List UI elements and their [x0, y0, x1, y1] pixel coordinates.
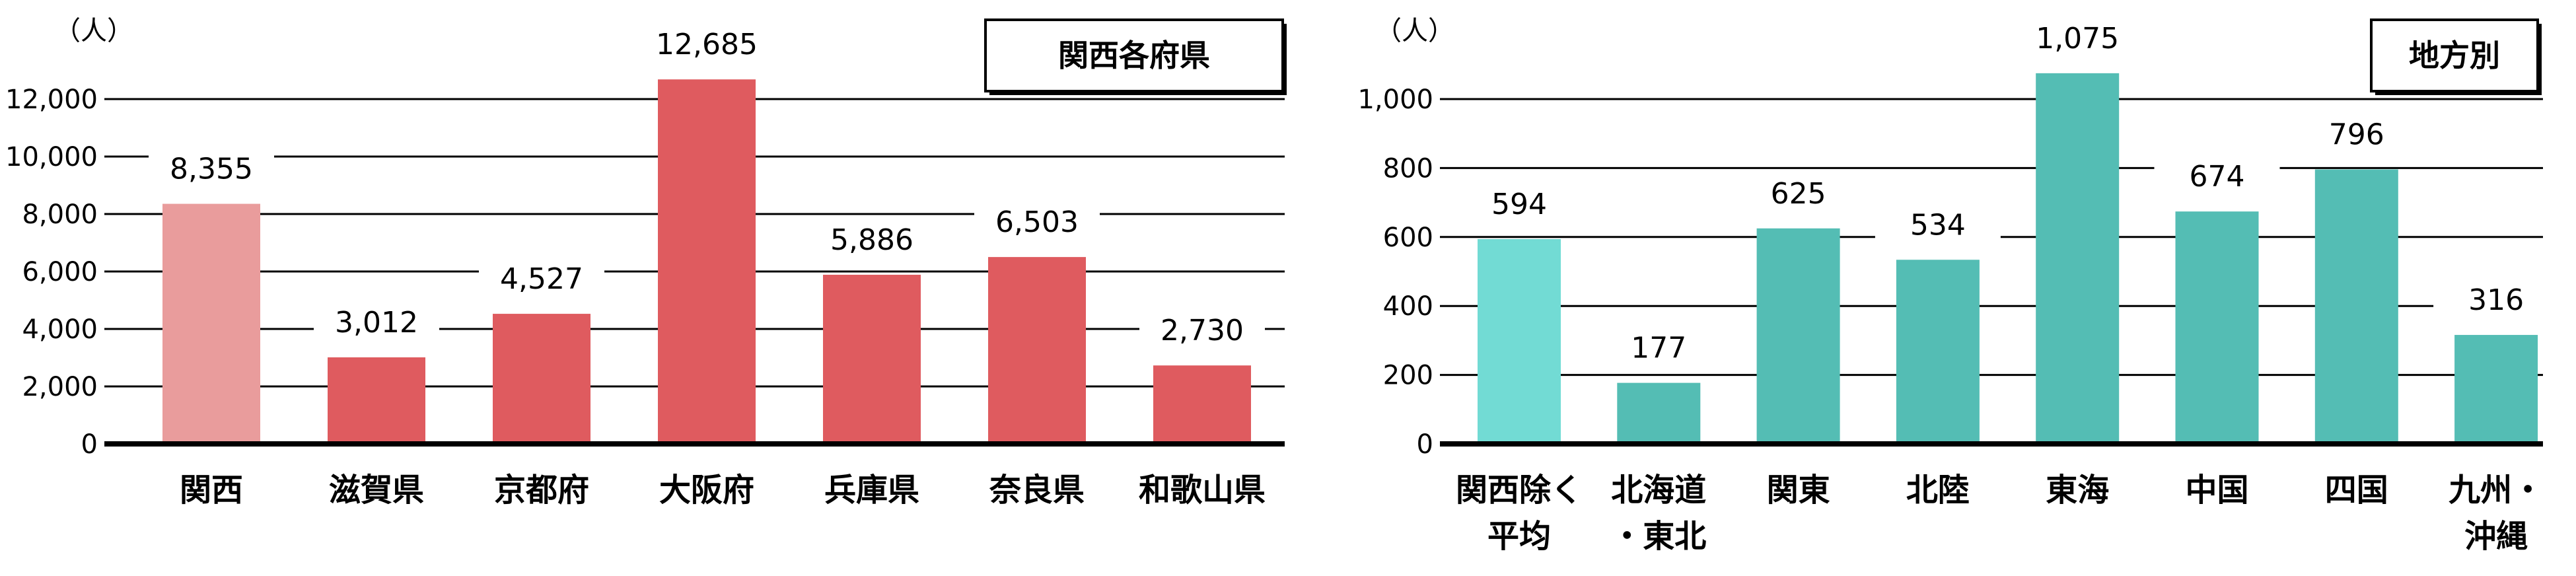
category-label: 東海: [2046, 472, 2109, 509]
data-label: 594: [1491, 188, 1547, 221]
y-tick-label: 0: [81, 429, 98, 460]
bar: [1153, 365, 1251, 444]
category-label: 兵庫県: [824, 472, 919, 509]
data-label: 534: [1910, 208, 1966, 242]
data-label-background: [644, 25, 769, 64]
category-label: 大阪府: [659, 472, 754, 509]
data-label: 8,355: [170, 153, 253, 186]
data-label-background: [1875, 205, 2001, 244]
y-tick-label: 12,000: [5, 85, 98, 115]
bar: [988, 257, 1086, 444]
category-label: 北陸: [1906, 472, 1970, 509]
category-label: 平均: [1487, 518, 1551, 555]
y-tick-label: 600: [1383, 223, 1433, 253]
y-unit-label: （人）: [1375, 16, 1454, 46]
category-label: 関西: [180, 472, 243, 509]
data-label: 674: [2190, 160, 2245, 194]
y-tick-label: 2,000: [22, 372, 98, 402]
y-tick-label: 0: [1417, 429, 1433, 460]
data-label-background: [1456, 184, 1582, 223]
data-label: 12,685: [656, 28, 758, 61]
y-tick-label: 1,000: [1357, 85, 1433, 115]
bar: [1756, 228, 1840, 444]
bar: [328, 357, 425, 444]
category-label: 関西除く: [1456, 472, 1583, 509]
chart-title: 地方別: [2409, 38, 2500, 73]
data-label: 6,503: [995, 205, 1079, 239]
data-label-background: [479, 260, 604, 299]
bar: [823, 274, 921, 444]
title-box: [984, 18, 1284, 92]
data-label: 625: [1771, 177, 1826, 211]
category-label: 沖縄: [2464, 518, 2528, 555]
data-label: 796: [2329, 118, 2384, 151]
data-label-background: [1735, 174, 1861, 213]
data-label: 177: [1631, 332, 1686, 365]
category-label: 和歌山県: [1139, 472, 1266, 509]
bar: [493, 314, 590, 444]
y-tick-label: 400: [1383, 291, 1433, 322]
bar: [1478, 238, 1561, 444]
y-tick-label: 4,000: [22, 314, 98, 345]
data-label: 3,012: [335, 306, 418, 340]
data-label-background: [314, 303, 439, 342]
bar: [1896, 260, 1980, 444]
chart-title: 関西各府県: [1058, 38, 1210, 73]
category-label: 京都府: [494, 472, 589, 509]
category-label: 奈良県: [989, 472, 1085, 509]
data-label-background: [149, 149, 274, 188]
category-label: 九州・: [2449, 472, 2544, 509]
bar: [1617, 382, 1701, 444]
data-label-background: [1139, 311, 1265, 350]
title-box: [2370, 18, 2539, 92]
y-tick-label: 6,000: [22, 257, 98, 287]
y-tick-label: 10,000: [5, 142, 98, 172]
y-unit-label: （人）: [54, 16, 133, 46]
category-label: 中国: [2185, 472, 2248, 509]
data-label-background: [2015, 18, 2141, 57]
data-label-background: [1596, 328, 1722, 367]
category-label: ・東北: [1611, 518, 1706, 555]
data-label: 1,075: [2036, 22, 2119, 55]
category-label: 滋賀県: [329, 472, 424, 509]
data-label: 5,886: [830, 223, 913, 257]
data-label-background: [2154, 157, 2280, 196]
bar: [658, 79, 756, 444]
y-tick-label: 800: [1383, 153, 1433, 184]
category-label: 関東: [1767, 472, 1830, 509]
data-label: 2,730: [1161, 314, 1244, 347]
category-label: 四国: [2325, 472, 2388, 509]
data-label-background: [2433, 281, 2559, 320]
bar: [2036, 73, 2120, 445]
bar: [162, 203, 260, 444]
data-label-background: [2293, 115, 2419, 154]
chart-1: 0 2,000 4,000 6,000 8,000 10,000 12,000 （人） 8,35…: [5, 16, 1287, 509]
data-label-background: [809, 220, 935, 259]
bar: [2175, 211, 2259, 444]
y-tick-label: 8,000: [22, 199, 98, 230]
data-label-background: [974, 203, 1100, 242]
y-tick-label: 200: [1383, 361, 1433, 391]
data-label: 316: [2468, 283, 2524, 317]
bar: [2454, 335, 2538, 444]
bar: [2314, 169, 2398, 444]
category-label: 北海道: [1611, 472, 1706, 509]
data-label: 4,527: [500, 262, 583, 296]
